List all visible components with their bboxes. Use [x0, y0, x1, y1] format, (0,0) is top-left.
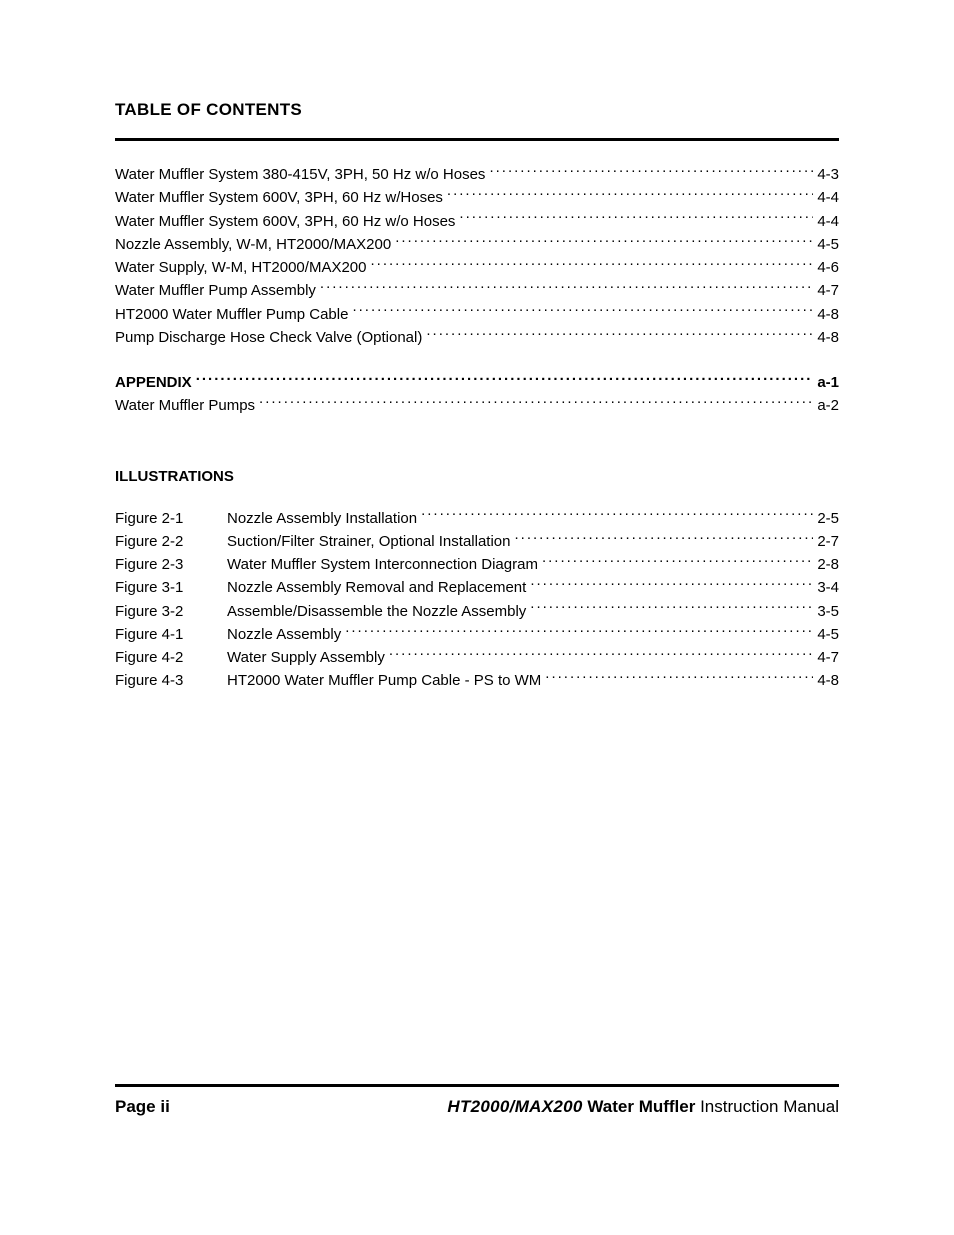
- illus-label: HT2000 Water Muffler Pump Cable - PS to …: [227, 669, 541, 692]
- illus-entry: Figure 2-3 Water Muffler System Intercon…: [115, 553, 839, 576]
- toc-entry-label: Water Muffler System 380-415V, 3PH, 50 H…: [115, 163, 485, 186]
- illus-page: 2-5: [817, 507, 839, 530]
- toc-leader: [545, 670, 813, 685]
- illus-entry: Figure 2-2 Suction/Filter Strainer, Opti…: [115, 530, 839, 553]
- footer-model: HT2000/MAX200: [447, 1097, 582, 1116]
- toc-entry: Water Muffler System 380-415V, 3PH, 50 H…: [115, 163, 839, 186]
- illus-fig: Figure 2-1: [115, 507, 227, 530]
- illus-label: Nozzle Assembly Removal and Replacement: [227, 576, 526, 599]
- toc-leader: [459, 211, 813, 226]
- toc-entry: Pump Discharge Hose Check Valve (Optiona…: [115, 326, 839, 349]
- illus-entry: Figure 2-1 Nozzle Assembly Installation …: [115, 507, 839, 530]
- illus-page: 4-5: [817, 623, 839, 646]
- toc-entry-page: 4-4: [817, 186, 839, 209]
- toc-leader: [395, 234, 813, 249]
- illus-label: Water Muffler System Interconnection Dia…: [227, 553, 538, 576]
- illus-fig: Figure 4-2: [115, 646, 227, 669]
- illustrations-list: Figure 2-1 Nozzle Assembly Installation …: [115, 507, 839, 693]
- toc-entry: HT2000 Water Muffler Pump Cable 4-8: [115, 303, 839, 326]
- footer-line: Page ii HT2000/MAX200 Water Muffler Inst…: [115, 1097, 839, 1117]
- toc-entry: Water Muffler Pumps a-2: [115, 394, 839, 417]
- footer-doc-title: HT2000/MAX200 Water Muffler Instruction …: [447, 1097, 839, 1117]
- toc-appendix-group: APPENDIX a-1 Water Muffler Pumps a-2: [115, 371, 839, 418]
- toc-entry-label: Water Muffler System 600V, 3PH, 60 Hz w/…: [115, 186, 443, 209]
- illus-fig: Figure 2-2: [115, 530, 227, 553]
- illus-fig: Figure 4-1: [115, 623, 227, 646]
- illus-entry: Figure 4-1 Nozzle Assembly 4-5: [115, 623, 839, 646]
- toc-entry: Nozzle Assembly, W-M, HT2000/MAX200 4-5: [115, 233, 839, 256]
- toc-leader: [352, 304, 813, 319]
- toc-leader: [447, 187, 813, 202]
- toc-entry-label: Water Muffler Pump Assembly: [115, 279, 316, 302]
- toc-leader: [259, 395, 813, 410]
- illus-entry: Figure 4-3 HT2000 Water Muffler Pump Cab…: [115, 669, 839, 692]
- toc-leader: [530, 601, 813, 616]
- illus-label: Assemble/Disassemble the Nozzle Assembly: [227, 600, 526, 623]
- toc-entry-label: Nozzle Assembly, W-M, HT2000/MAX200: [115, 233, 391, 256]
- footer-doc-type: Instruction Manual: [695, 1097, 839, 1116]
- illus-page: 4-8: [817, 669, 839, 692]
- illus-fig: Figure 2-3: [115, 553, 227, 576]
- toc-entry: Water Muffler Pump Assembly 4-7: [115, 279, 839, 302]
- toc-leader: [320, 280, 813, 295]
- toc-leader: [426, 327, 813, 342]
- illus-label: Nozzle Assembly Installation: [227, 507, 417, 530]
- toc-appendix-heading: APPENDIX a-1: [115, 371, 839, 394]
- toc-entry-page: a-2: [817, 394, 839, 417]
- illus-fig: Figure 4-3: [115, 669, 227, 692]
- illus-fig: Figure 3-1: [115, 576, 227, 599]
- toc-leader: [542, 554, 813, 569]
- illus-page: 3-4: [817, 576, 839, 599]
- heading-rule: [115, 138, 839, 141]
- toc-entry: Water Muffler System 600V, 3PH, 60 Hz w/…: [115, 210, 839, 233]
- toc-entry-label: Water Supply, W-M, HT2000/MAX200: [115, 256, 366, 279]
- toc-entry-page: 4-5: [817, 233, 839, 256]
- toc-entry-label: Pump Discharge Hose Check Valve (Optiona…: [115, 326, 422, 349]
- toc-leader: [389, 647, 813, 662]
- illus-page: 4-7: [817, 646, 839, 669]
- illus-entry: Figure 4-2 Water Supply Assembly 4-7: [115, 646, 839, 669]
- illus-label: Water Supply Assembly: [227, 646, 385, 669]
- toc-entry-label: HT2000 Water Muffler Pump Cable: [115, 303, 348, 326]
- illus-entry: Figure 3-1 Nozzle Assembly Removal and R…: [115, 576, 839, 599]
- toc-leader: [196, 372, 814, 387]
- toc-entry-label: APPENDIX: [115, 371, 192, 394]
- toc-entry-page: 4-8: [817, 303, 839, 326]
- footer-product: Water Muffler: [583, 1097, 696, 1116]
- illus-page: 2-8: [817, 553, 839, 576]
- illus-page: 2-7: [817, 530, 839, 553]
- illus-label: Nozzle Assembly: [227, 623, 341, 646]
- toc-heading: TABLE OF CONTENTS: [115, 100, 839, 120]
- toc-entry: Water Supply, W-M, HT2000/MAX200 4-6: [115, 256, 839, 279]
- toc-leader: [530, 577, 813, 592]
- illus-label: Suction/Filter Strainer, Optional Instal…: [227, 530, 510, 553]
- toc-entry-label: Water Muffler Pumps: [115, 394, 255, 417]
- toc-group-1: Water Muffler System 380-415V, 3PH, 50 H…: [115, 163, 839, 349]
- footer-page-number: Page ii: [115, 1097, 170, 1117]
- toc-entry-page: 4-8: [817, 326, 839, 349]
- illustrations-heading: ILLUSTRATIONS: [115, 468, 839, 485]
- toc-entry: Water Muffler System 600V, 3PH, 60 Hz w/…: [115, 186, 839, 209]
- toc-entry-page: a-1: [817, 371, 839, 394]
- toc-leader: [345, 624, 813, 639]
- illus-fig: Figure 3-2: [115, 600, 227, 623]
- toc-leader: [421, 508, 813, 523]
- toc-entry-page: 4-6: [817, 256, 839, 279]
- illus-entry: Figure 3-2 Assemble/Disassemble the Nozz…: [115, 600, 839, 623]
- toc-entry-page: 4-7: [817, 279, 839, 302]
- footer-rule: [115, 1084, 839, 1087]
- toc-entry-label: Water Muffler System 600V, 3PH, 60 Hz w/…: [115, 210, 455, 233]
- toc-leader: [370, 257, 813, 272]
- toc-leader: [489, 164, 813, 179]
- page: TABLE OF CONTENTS Water Muffler System 3…: [0, 0, 954, 1235]
- toc-entry-page: 4-3: [817, 163, 839, 186]
- toc-leader: [514, 531, 813, 546]
- page-footer: Page ii HT2000/MAX200 Water Muffler Inst…: [115, 1084, 839, 1117]
- illus-page: 3-5: [817, 600, 839, 623]
- toc-entry-page: 4-4: [817, 210, 839, 233]
